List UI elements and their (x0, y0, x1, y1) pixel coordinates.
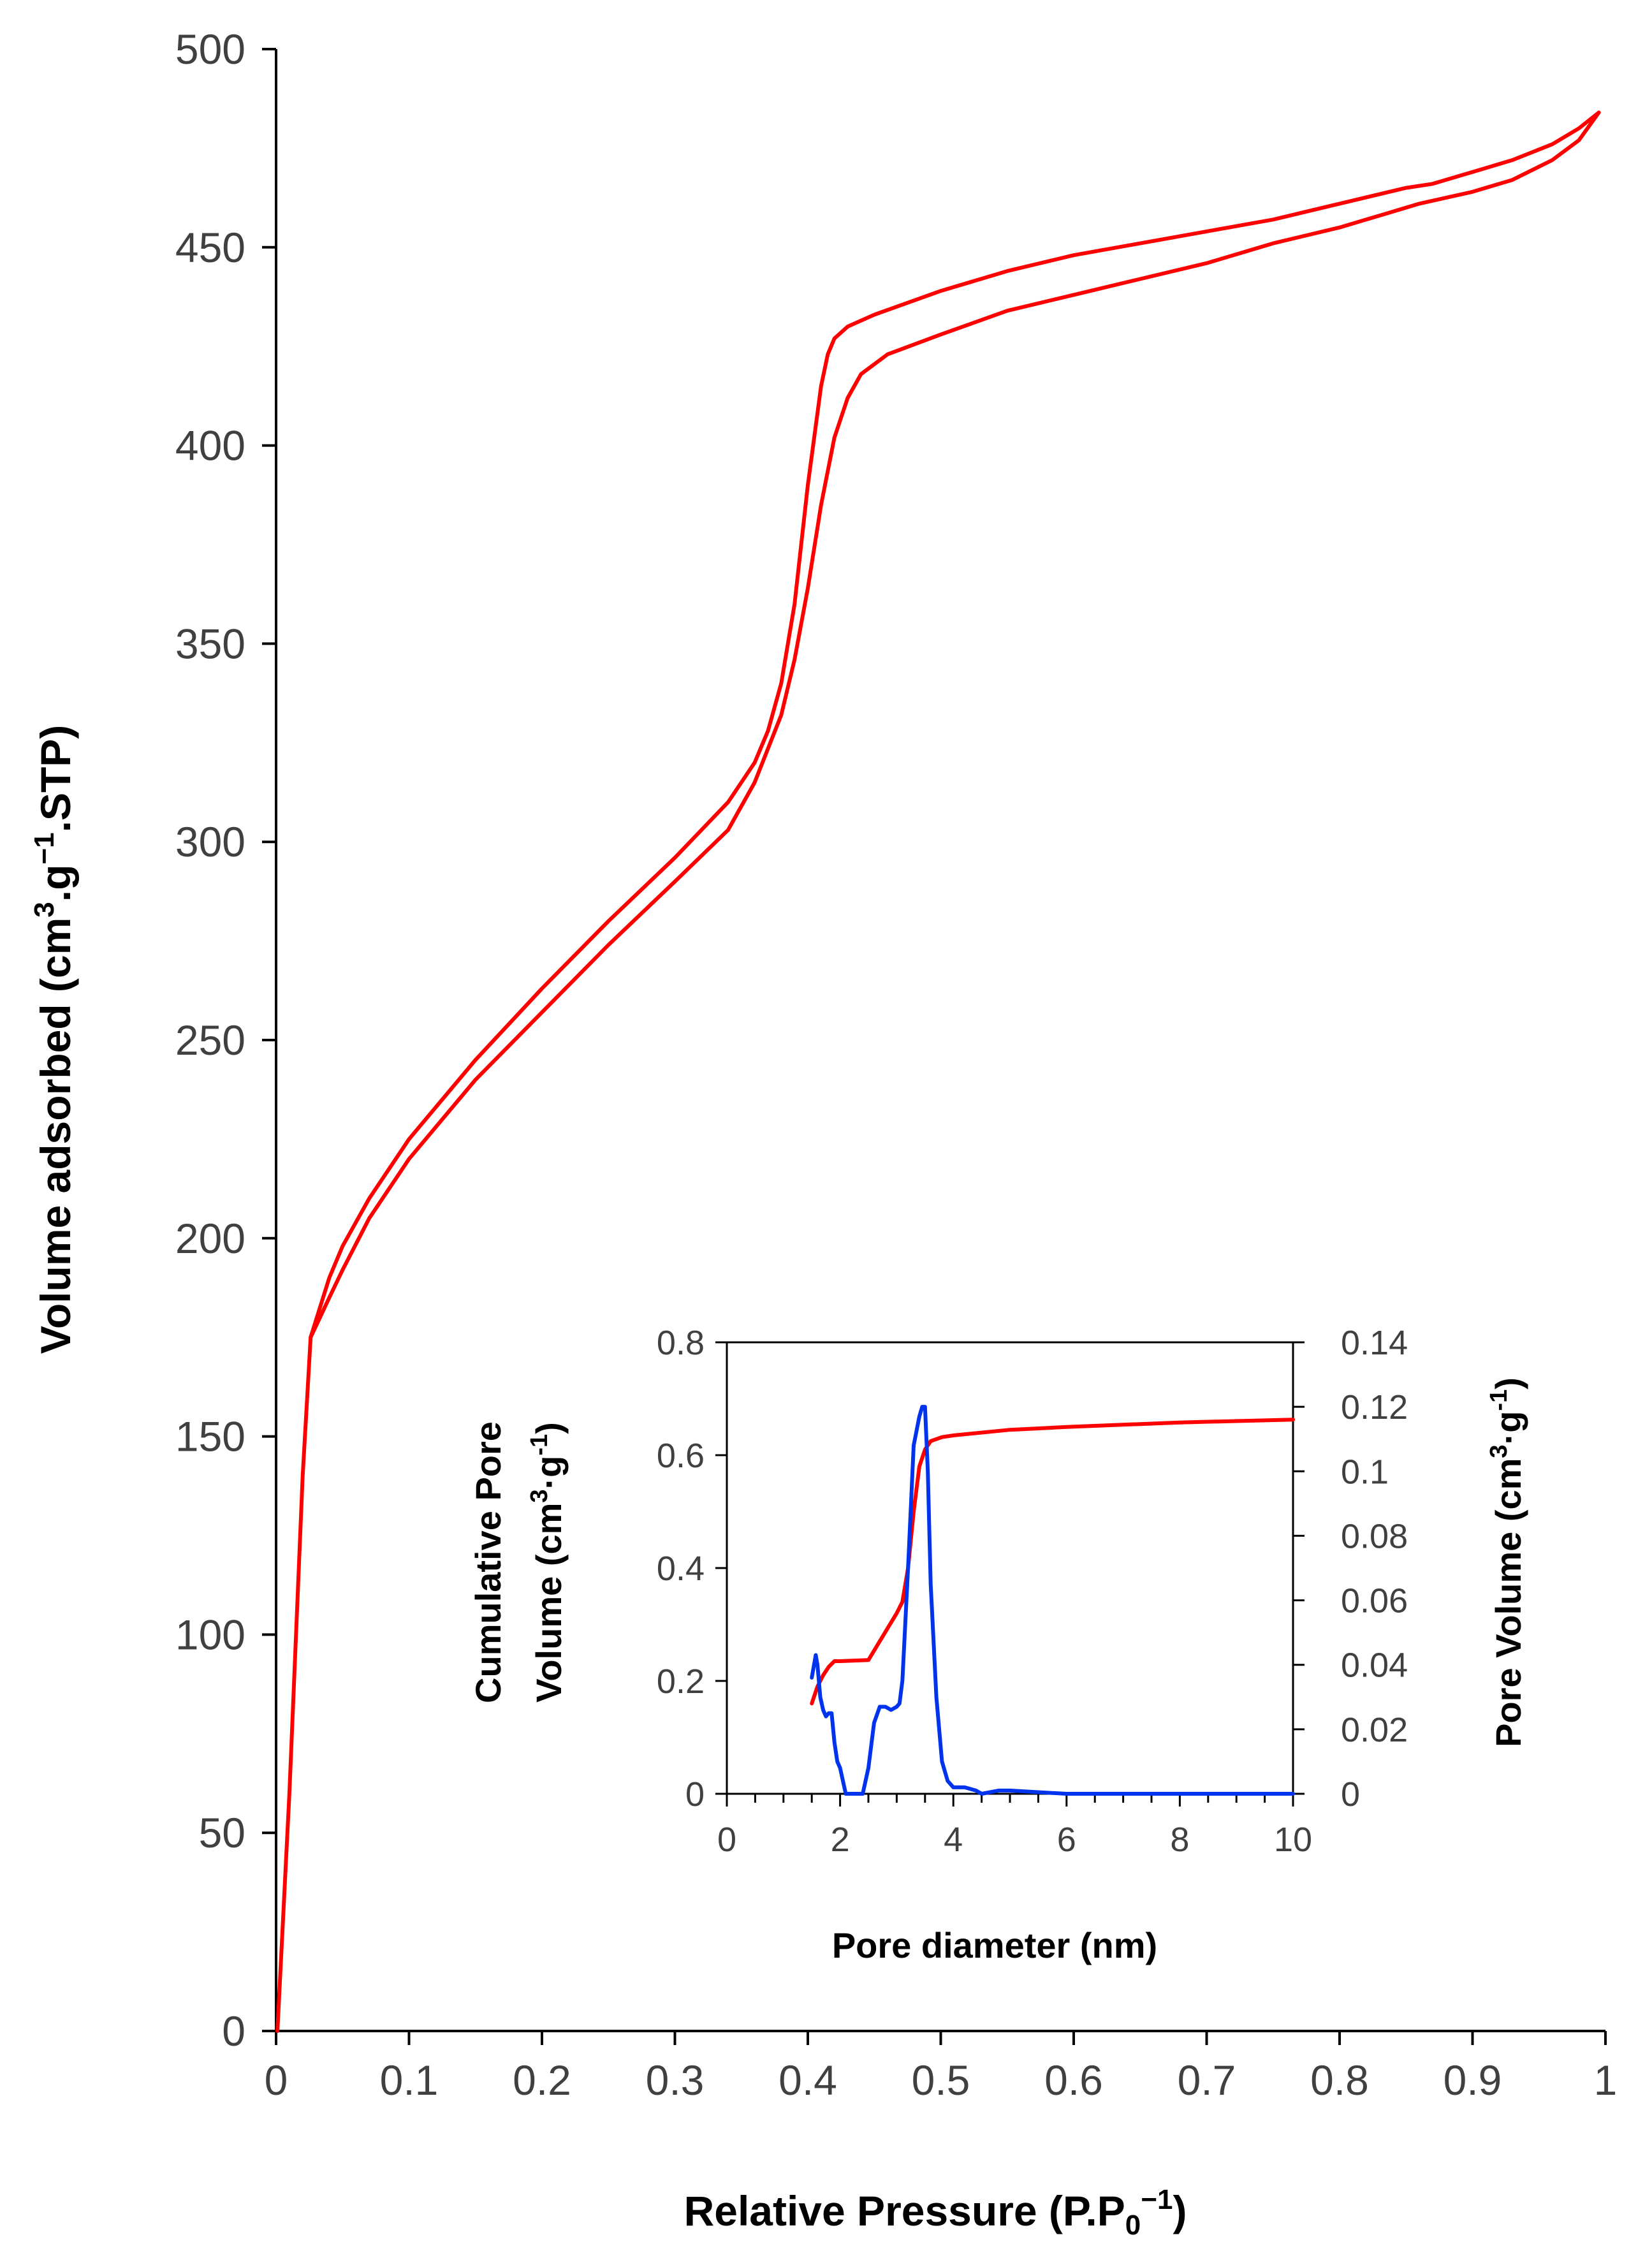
inset-left-y-ticks: 0 0.2 0.4 0.6 0.8 (657, 1324, 727, 1814)
inset-x-tick-label: 0 (717, 1821, 736, 1859)
main-x-tick-label: 0.1 (380, 2057, 439, 2104)
adsorption-line (275, 110, 1601, 2033)
inset-right-y-tick-label: 0.06 (1341, 1582, 1408, 1620)
inset-x-tick-label: 8 (1170, 1821, 1189, 1859)
main-y-tick-label: 150 (175, 1413, 245, 1460)
inset-pore-distribution-chart: 0 0.2 0.4 0.6 0.8 0 0.02 0.04 0.06 0.08 0.1 0.12 0.… (468, 1324, 1528, 1965)
inset-right-y-tick-label: 0.08 (1341, 1517, 1408, 1555)
inset-right-y-tick-label: 0 (1341, 1775, 1360, 1814)
main-y-tick-label: 350 (175, 620, 245, 667)
inset-left-y-tick-label: 0.8 (657, 1324, 705, 1362)
inset-x-tick-label: 4 (944, 1821, 963, 1859)
main-x-tick-label: 0.6 (1044, 2057, 1103, 2104)
inset-x-tick-label: 10 (1274, 1821, 1312, 1859)
inset-left-y-axis-title-line1: Cumulative Pore (468, 1421, 508, 1703)
inset-right-y-tick-label: 0.12 (1341, 1388, 1408, 1426)
inset-left-y-axis-title-line2: Volume (cm3·g-1) (526, 1422, 569, 1703)
inset-right-y-tick-label: 0.1 (1341, 1453, 1389, 1491)
desorption-line (309, 110, 1601, 1340)
inset-right-y-tick-label: 0.04 (1341, 1646, 1408, 1685)
inset-left-y-tick-label: 0.4 (657, 1550, 705, 1588)
main-y-tick-label: 200 (175, 1215, 245, 1262)
main-y-tick-label: 400 (175, 422, 245, 469)
inset-right-y-ticks: 0 0.02 0.04 0.06 0.08 0.1 0.12 0.14 (1293, 1324, 1408, 1814)
main-y-tick-label: 0 (222, 2007, 245, 2055)
inset-x-tick-label: 6 (1057, 1821, 1076, 1859)
main-x-tick-label: 0.5 (912, 2057, 970, 2104)
main-x-tick-label: 0.4 (778, 2057, 837, 2104)
main-x-tick-label: 0.9 (1444, 2057, 1502, 2104)
main-series (275, 110, 1601, 2033)
main-x-tick-label: 1 (1594, 2057, 1618, 2104)
inset-x-ticks: 0 2 4 6 8 10 (717, 1794, 1312, 1859)
inset-series (810, 1405, 1295, 1796)
inset-left-y-tick-label: 0.2 (657, 1662, 705, 1701)
main-y-tick-label: 50 (199, 1809, 245, 1856)
main-x-tick-label: 0.3 (646, 2057, 705, 2104)
main-y-tick-label: 300 (175, 818, 245, 865)
inset-right-y-tick-label: 0.14 (1341, 1324, 1408, 1362)
main-x-tick-label: 0.2 (513, 2057, 571, 2104)
pore-volume-line (810, 1405, 1295, 1796)
main-x-tick-label: 0.8 (1310, 2057, 1369, 2104)
main-x-tick-label: 0 (265, 2057, 288, 2104)
inset-left-y-tick-label: 0.6 (657, 1437, 705, 1475)
main-y-tick-label: 100 (175, 1611, 245, 1658)
main-x-axis-title: Relative Pressure (P.P0−1) (684, 2184, 1187, 2241)
inset-right-y-axis-title: Pore Volume (cm3·g-1) (1486, 1377, 1528, 1747)
inset-left-y-tick-label: 0 (685, 1775, 705, 1814)
main-y-tick-label: 250 (175, 1016, 245, 1064)
main-x-ticks: 0 0.1 0.2 0.3 0.4 0.5 0.6 0.7 0.8 0.9 1 (265, 2031, 1618, 2104)
main-y-axis-title: Volume adsorbed (cm3.g−1.STP) (29, 725, 79, 1354)
inset-x-tick-label: 2 (831, 1821, 850, 1859)
main-y-ticks: 0 50 100 150 200 250 300 350 400 450 500 (175, 26, 276, 2055)
inset-plot-frame (726, 1341, 1294, 1795)
main-y-tick-label: 500 (175, 26, 245, 73)
main-x-tick-label: 0.7 (1178, 2057, 1236, 2104)
main-y-tick-label: 450 (175, 224, 245, 271)
inset-right-y-tick-label: 0.02 (1341, 1711, 1408, 1749)
inset-x-axis-title: Pore diameter (nm) (832, 1925, 1157, 1965)
